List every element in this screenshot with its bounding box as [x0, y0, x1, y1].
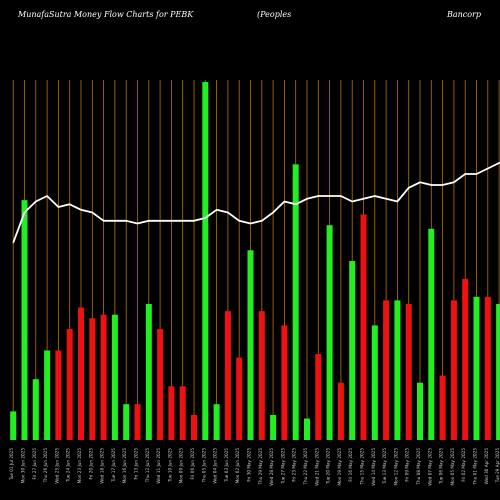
bar-down	[134, 404, 141, 440]
money-flow-line	[12, 161, 500, 244]
x-tick-label: Wed 11 Jun 2025	[156, 448, 161, 484]
bar-down	[484, 296, 491, 440]
x-tick-label: Fri 02 May 2025	[461, 448, 466, 482]
bar-up	[145, 303, 152, 440]
chart-title-part-1: MunafaSutra Money Flow Charts for PEBK	[18, 10, 194, 19]
bar-down	[315, 354, 322, 440]
x-tick-label: Wed 25 Jun 2025	[54, 448, 59, 484]
x-tick-label: Tue 01 Jul 2025	[9, 448, 14, 482]
x-tick-label: Thu 01 May 2025	[473, 448, 478, 486]
x-tick-label: Thu 05 Jun 2025	[201, 448, 206, 484]
bar-down	[168, 386, 175, 440]
x-tick-label: Wed 14 May 2025	[371, 448, 376, 486]
bar-down	[100, 314, 107, 440]
x-tick-label: Fri 06 Jun 2025	[190, 448, 195, 480]
bar-up	[270, 414, 277, 440]
x-tick-label: Wed 30 Apr 2025	[484, 448, 489, 485]
x-tick-label: Thu 26 Jun 2025	[43, 448, 48, 484]
bar-down	[383, 300, 390, 440]
x-tick-label: Tue 10 Jun 2025	[167, 448, 172, 483]
bar-up	[10, 411, 17, 440]
bar-down	[450, 300, 457, 440]
bar-down	[439, 375, 446, 440]
bar-down	[89, 318, 96, 440]
x-tick-label: Tue 13 May 2025	[382, 448, 387, 485]
x-tick-label: Fri 09 May 2025	[405, 448, 410, 482]
bar-up	[304, 418, 310, 440]
chart-title: MunafaSutra Money Flow Charts for PEBK (…	[0, 10, 500, 30]
x-tick-label: Tue 27 May 2025	[280, 448, 285, 485]
x-tick-label: Mon 19 May 2025	[337, 448, 342, 486]
bar-down	[360, 214, 367, 440]
bar-down	[337, 382, 344, 440]
bar-up	[32, 379, 39, 440]
bar-down	[55, 350, 62, 440]
bar-up	[202, 82, 209, 440]
bar-up	[496, 303, 500, 440]
bar-up	[292, 164, 299, 440]
x-tick-label: Tue 24 Jun 2025	[66, 448, 71, 483]
gridlines	[12, 80, 500, 440]
x-tick-label: Wed 18 Jun 2025	[100, 448, 105, 484]
bar-up	[21, 200, 28, 440]
x-tick-label: Wed 21 May 2025	[314, 448, 319, 486]
chart-title-part-3: Bancorp	[447, 10, 482, 19]
bar-down	[191, 414, 197, 440]
x-tick-label: Mon 02 Jun 2025	[235, 448, 240, 484]
x-tick-label: Thu 08 May 2025	[416, 448, 421, 486]
x-tick-label: Fri 13 Jun 2025	[134, 448, 139, 480]
x-tick-label: Wed 28 May 2025	[269, 448, 274, 486]
bar-down	[281, 325, 288, 440]
x-tick-label: Wed 07 May 2025	[427, 448, 432, 486]
x-tick-label: Fri 23 May 2025	[292, 448, 297, 482]
bar-down	[236, 357, 243, 440]
bar-down	[258, 311, 265, 440]
bar-up	[326, 225, 333, 440]
x-tick-label: Fri 20 Jun 2025	[88, 448, 93, 480]
bar-down	[157, 329, 164, 440]
x-tick-label: Fri 16 May 2025	[348, 448, 353, 482]
x-tick-label: Mon 12 May 2025	[393, 448, 398, 486]
bar-up	[428, 228, 435, 440]
bar-down	[405, 303, 412, 440]
x-tick-label: Tue 17 Jun 2025	[111, 448, 116, 483]
bars	[10, 82, 500, 440]
x-tick-label: Mon 23 Jun 2025	[77, 448, 82, 484]
bar-down	[224, 311, 231, 440]
x-tick-label: Mon 30 Jun 2025	[21, 448, 26, 484]
x-tick-label: Tue 06 May 2025	[439, 448, 444, 485]
x-tick-label: Fri 30 May 2025	[247, 448, 252, 482]
bar-down	[66, 329, 73, 440]
x-tick-label: Thu 12 Jun 2025	[145, 448, 150, 484]
bar-up	[44, 350, 51, 440]
bar-down	[78, 307, 84, 440]
x-tick-label: Tue 20 May 2025	[326, 448, 331, 485]
x-tick-label: Mon 05 May 2025	[450, 448, 455, 486]
chart-title-part-2: (Peoples	[257, 10, 292, 19]
bar-up	[473, 296, 480, 440]
bar-up	[123, 404, 130, 440]
x-tick-label: Thu 22 May 2025	[303, 448, 308, 486]
x-tick-label: Tue 29 Apr 2025	[495, 448, 500, 484]
bar-down	[179, 386, 186, 440]
bar-up	[417, 382, 423, 440]
bar-up	[247, 250, 254, 440]
x-tick-label: Thu 15 May 2025	[360, 448, 365, 486]
x-tick-label: Mon 16 Jun 2025	[122, 448, 127, 484]
x-tick-labels: Tue 01 Jul 2025 Mon 30 Jun 2025 Fri 27 Jun…	[9, 448, 500, 486]
x-tick-label: Tue 03 Jun 2025	[224, 448, 229, 483]
bar-up	[394, 300, 401, 440]
x-tick-label: Fri 27 Jun 2025	[32, 448, 37, 480]
x-tick-label: Thu 29 May 2025	[258, 448, 263, 486]
money-flow-line-path	[12, 161, 500, 244]
bar-up	[371, 325, 378, 440]
bar-up	[213, 404, 220, 440]
bar-down	[462, 278, 469, 440]
bar-up	[349, 261, 356, 440]
x-tick-label: Wed 04 Jun 2025	[213, 448, 218, 484]
bar-up	[111, 314, 118, 440]
x-tick-label: Mon 09 Jun 2025	[179, 448, 184, 484]
